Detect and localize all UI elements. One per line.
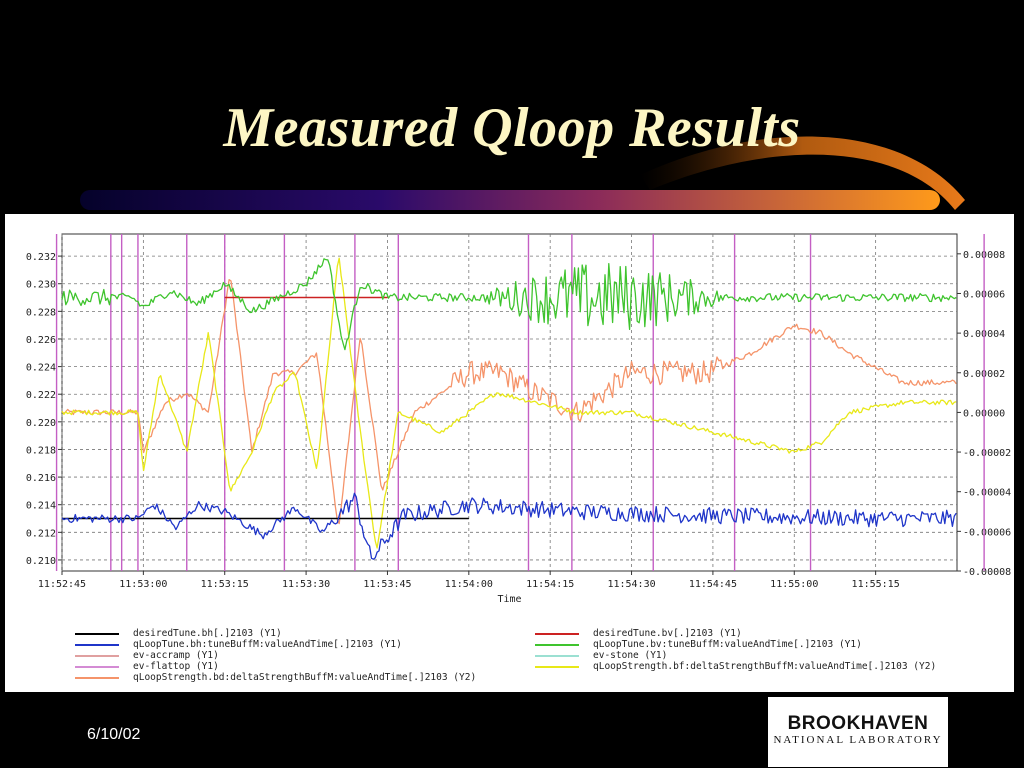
- legend-entry: qLoopTune.bh:tuneBuffM:valueAndTime[.]21…: [75, 639, 402, 651]
- qloop-chart: 0.232 0.230 0.228 0.226 0.224 0.222 0.220 0.218…: [26, 233, 1011, 605]
- legend-entry: qLoopTune.bv:tuneBuffM:valueAndTime[.]21…: [535, 639, 862, 651]
- series-line-8: [61, 257, 957, 549]
- y1-tick-label: 0.226: [26, 335, 56, 346]
- series-line-6: [61, 258, 957, 351]
- legend-entry: ev-stone (Y1): [535, 650, 667, 662]
- y2-tick-label: -0.00006: [963, 527, 1011, 538]
- slide-title: Measured Qloop Results: [223, 97, 801, 159]
- y2-tick-label: -0.00002: [963, 448, 1011, 459]
- x-tick-label: 11:54:45: [689, 579, 737, 590]
- slide-date: 6/10/02: [87, 726, 141, 743]
- legend-swatch: [75, 643, 119, 646]
- legend-swatch: [535, 665, 579, 668]
- legend-swatch: [535, 643, 579, 646]
- y1-tick-label: 0.228: [26, 307, 56, 318]
- y1-tick-label: 0.222: [26, 390, 56, 401]
- chart-legend: desiredTune.bh[.]2103 (Y1) qLoopTune.bh:t…: [75, 628, 1005, 692]
- series-line-1: [61, 492, 957, 560]
- y1-tick-label: 0.230: [26, 280, 56, 291]
- legend-entry: desiredTune.bv[.]2103 (Y1): [535, 628, 742, 640]
- legend-entry: ev-flattop (Y1): [75, 661, 219, 673]
- legend-label: qLoopTune.bh:tuneBuffM:valueAndTime[.]21…: [133, 639, 402, 650]
- y1-tick-label: 0.224: [26, 363, 56, 374]
- swoosh-arc: [640, 136, 965, 210]
- legend-swatch: [75, 665, 119, 668]
- y1-tick-label: 0.232: [26, 252, 56, 263]
- legend-label: qLoopStrength.bd:deltaStrengthBuffM:valu…: [133, 672, 477, 683]
- y1-tick-label: 0.220: [26, 418, 56, 429]
- chart-panel: 0.232 0.230 0.228 0.226 0.224 0.222 0.220 0.218…: [5, 214, 1014, 692]
- x-tick-label: 11:53:00: [119, 579, 167, 590]
- y1-tick-label: 0.210: [26, 556, 56, 567]
- legend-label: ev-accramp (Y1): [133, 650, 219, 661]
- y1-tick-label: 0.216: [26, 473, 56, 484]
- y2-tick-label: -0.00008: [963, 567, 1011, 578]
- legend-label: ev-flattop (Y1): [133, 661, 219, 672]
- x-tick-label: 11:55:15: [852, 579, 900, 590]
- x-tick-label: 11:55:00: [770, 579, 818, 590]
- x-tick-label: 11:54:00: [445, 579, 493, 590]
- legend-label: qLoopTune.bv:tuneBuffM:valueAndTime[.]21…: [593, 639, 862, 650]
- legend-label: desiredTune.bv[.]2103 (Y1): [593, 628, 742, 639]
- x-tick-label: 11:52:45: [38, 579, 86, 590]
- plot-area: [61, 233, 958, 572]
- legend-entry: qLoopStrength.bd:deltaStrengthBuffM:valu…: [75, 672, 476, 684]
- legend-swatch: [75, 676, 119, 679]
- series-line-4: [61, 279, 957, 525]
- logo-line-1: BROOKHAVEN: [787, 713, 929, 734]
- x-tick-label: 11:54:15: [526, 579, 574, 590]
- legend-swatch: [75, 632, 119, 635]
- y2-tick-label: -0.00004: [963, 488, 1011, 499]
- legend-swatch: [535, 654, 579, 657]
- brookhaven-logo: BROOKHAVEN NATIONAL LABORATORY: [768, 697, 948, 767]
- legend-label: desiredTune.bh[.]2103 (Y1): [133, 628, 282, 639]
- y1-tick-label: 0.212: [26, 528, 56, 539]
- legend-entry: ev-accramp (Y1): [75, 650, 219, 662]
- y1-tick-label: 0.218: [26, 445, 56, 456]
- legend-swatch: [75, 654, 119, 657]
- y1-tick-label: 0.214: [26, 501, 56, 512]
- title-underline-bar: [80, 190, 940, 210]
- x-tick-label: 11:53:45: [363, 579, 411, 590]
- legend-entry: desiredTune.bh[.]2103 (Y1): [75, 628, 282, 640]
- x-tick-label: 11:54:30: [607, 579, 655, 590]
- logo-line-2: NATIONAL LABORATORY: [773, 734, 943, 746]
- legend-entry: qLoopStrength.bf:deltaStrengthBuffM:valu…: [535, 661, 936, 673]
- x-axis-label: Time: [497, 594, 521, 605]
- x-tick-label: 11:53:30: [282, 579, 330, 590]
- legend-label: ev-stone (Y1): [593, 650, 668, 661]
- title-swoosh: [80, 136, 965, 210]
- legend-label: qLoopStrength.bf:deltaStrengthBuffM:valu…: [593, 661, 937, 672]
- x-tick-label: 11:53:15: [201, 579, 249, 590]
- legend-swatch: [535, 632, 579, 635]
